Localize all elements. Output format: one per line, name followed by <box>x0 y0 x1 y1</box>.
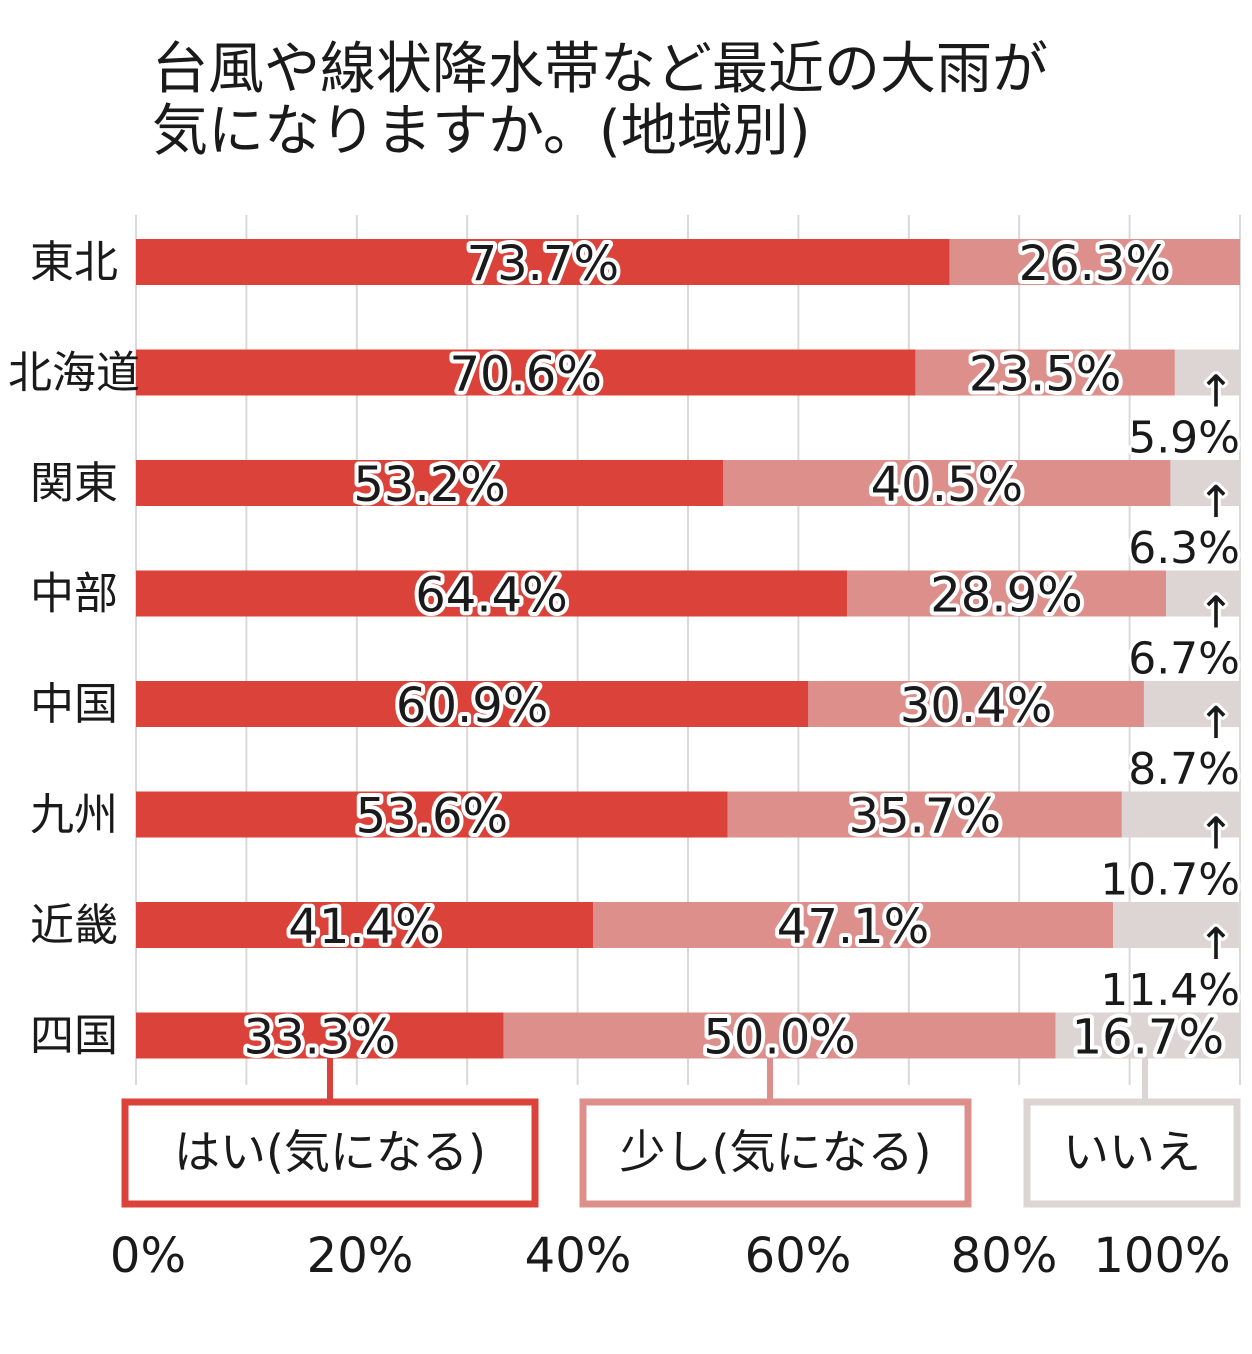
data-label: 64.4% <box>415 568 567 624</box>
bar-segment <box>1121 791 1240 838</box>
region-label: 東北 <box>30 237 118 288</box>
data-label: 8.7% <box>1128 744 1240 795</box>
data-label: 53.2% <box>353 457 505 513</box>
data-label: 30.4% <box>900 678 1052 734</box>
bar-segment <box>1174 349 1240 396</box>
bar-segment <box>1055 1012 1240 1059</box>
legend-label: 少し(気になる) <box>620 1125 932 1179</box>
bar-segment <box>136 239 950 285</box>
bar-segment <box>808 681 1144 727</box>
bar-segment <box>136 460 724 506</box>
bar-segment <box>949 239 1240 285</box>
data-label: 10.7% <box>1100 855 1240 906</box>
data-label: 70.6% <box>449 347 601 403</box>
chart-title-line-1: 台風や線状降水帯など最近の大雨が <box>152 37 1048 102</box>
legend-box <box>579 1098 972 1208</box>
arrow-icon: ↑ <box>1198 477 1235 528</box>
data-label: 33.3% <box>244 1010 396 1066</box>
region-label: 関東 <box>30 458 118 509</box>
data-label: 6.7% <box>1128 634 1240 685</box>
legend-box <box>121 1098 539 1208</box>
data-label: 11.4% <box>1100 965 1240 1016</box>
data-label: 47.1% <box>777 899 929 955</box>
data-label: 35.7% <box>849 789 1001 845</box>
bar-segment <box>136 570 847 617</box>
bar-segment <box>136 791 728 838</box>
data-label: 23.5% <box>969 347 1121 403</box>
bar-segment <box>727 791 1122 838</box>
bar-segment <box>723 460 1171 506</box>
data-label: 16.7% <box>1072 1010 1224 1066</box>
x-axis: 0% 20% 40% 60% 80% 100% <box>110 1228 1231 1284</box>
bar-segment <box>136 902 594 948</box>
labels: 東北 73.7% 26.3%北海道 70.6% 23.5% ↑5.9%関東 53.2% 40.… <box>8 232 1243 1070</box>
bar-segment <box>136 681 809 727</box>
x-tick-label: 80% <box>951 1228 1058 1284</box>
arrow-icon: ↑ <box>1198 809 1235 860</box>
region-label: 北海道 <box>8 348 140 399</box>
bar-segment <box>846 570 1167 617</box>
data-label: 40.5% <box>871 457 1023 513</box>
arrow-icon: ↑ <box>1198 919 1235 970</box>
legend: はい(気になる) 少し(気になる) いいえ <box>121 1058 1241 1208</box>
region-label: 近畿 <box>30 900 118 951</box>
bar-segment <box>1170 460 1240 506</box>
legend-label: いいえ <box>1063 1125 1201 1179</box>
data-label: 73.7% <box>467 236 619 292</box>
region-label: 中部 <box>30 569 118 620</box>
data-label: 50.0% <box>703 1010 855 1066</box>
data-label: 53.6% <box>356 789 508 845</box>
region-label: 中国 <box>30 679 118 730</box>
bar-segment <box>593 902 1114 948</box>
x-tick-label: 60% <box>745 1228 852 1284</box>
bar-segment <box>1166 570 1240 617</box>
x-tick-label: 20% <box>307 1228 414 1284</box>
region-label: 四国 <box>30 1011 118 1062</box>
bar-segment <box>503 1012 1056 1059</box>
x-tick-label: 0% <box>110 1228 186 1284</box>
bar-segment <box>136 349 916 396</box>
chart-title-line-2: 気になりますか。(地域別) <box>152 99 811 164</box>
bar-segment <box>136 1012 504 1059</box>
x-tick-label: 100% <box>1093 1228 1230 1284</box>
bar-segment <box>1113 902 1239 948</box>
region-label: 九州 <box>30 790 118 841</box>
data-label: 60.9% <box>396 678 548 734</box>
arrow-icon: ↑ <box>1198 698 1235 749</box>
bar-segment <box>1143 681 1240 727</box>
bar-segment <box>915 349 1175 396</box>
data-label: 41.4% <box>288 899 440 955</box>
arrow-icon: ↑ <box>1198 588 1235 639</box>
arrow-icon: ↑ <box>1198 367 1235 418</box>
legend-box <box>1023 1098 1241 1208</box>
x-tick-label: 40% <box>525 1228 632 1284</box>
data-label: 28.9% <box>930 568 1082 624</box>
data-label: 5.9% <box>1128 413 1240 464</box>
data-label: 6.3% <box>1128 523 1240 574</box>
bars <box>136 239 1240 1059</box>
legend-label: はい(気になる) <box>174 1125 486 1179</box>
data-label: 26.3% <box>1019 236 1171 292</box>
